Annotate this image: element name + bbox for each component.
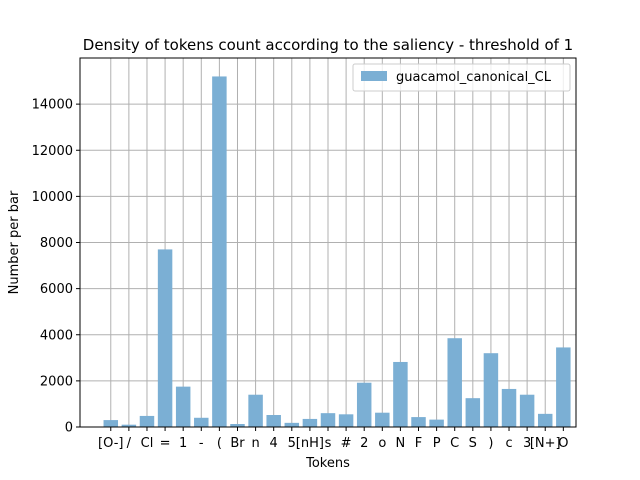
x-tick-label: P [433,436,441,451]
bar [447,338,462,427]
x-axis-ticks: [O-] / Cl = 1-( Br n 4 5 [nH] s #2 o N F P C S) c 3[N+]O [98,427,568,451]
legend-swatch [361,71,387,81]
y-axis-label: Number per bar [7,190,22,294]
y-tick-label: 0 [65,421,73,436]
x-tick-label: S [469,436,477,451]
y-tick-label: 12000 [32,144,73,159]
bar [465,398,481,427]
bar [393,361,408,427]
bar [375,412,390,427]
x-tick-label: Cl [141,436,154,451]
x-tick-label: - [199,436,204,451]
y-tick-label: 4000 [40,328,73,343]
legend-box [352,63,571,92]
y-axis-ticks: 0 2000 4000 6000 8000 10000 12000 14000 [32,98,80,436]
x-tick-label: 5 [288,436,296,451]
x-axis-label: Tokens [305,456,350,471]
y-tick-label: 10000 [32,190,73,205]
x-tick-label: 3 [523,436,531,451]
bar [103,420,119,427]
x-tick-label: ) [488,436,493,451]
bar [212,76,227,427]
grid [80,58,576,428]
x-tick-label: 1 [179,436,187,451]
bar [194,417,209,427]
x-tick-label: F [415,436,422,451]
y-tick-label: 2000 [40,374,73,389]
bar [556,347,571,427]
x-tick-label: = [160,436,171,451]
x-tick-label: C [450,436,459,451]
legend-label: guacamol_canonical_CL [396,70,552,85]
bar [284,422,300,427]
x-tick-label: N [396,436,406,451]
bar [302,418,318,427]
bar [175,386,191,427]
bar [537,413,553,427]
x-tick-label: s [325,436,332,451]
x-tick-label: / [127,436,132,451]
x-tick-label: # [341,436,352,451]
y-tick-label: 6000 [40,282,73,297]
chart-title: Density of tokens count according to the… [83,36,573,54]
x-tick-label: n [251,436,259,451]
bar [356,382,372,427]
bar [429,419,444,427]
bars [103,76,571,427]
bar [230,424,245,427]
x-tick-label: ( [217,436,222,451]
bar [411,417,426,427]
bar [501,388,517,427]
bar [320,413,336,427]
x-tick-label: O [558,436,568,451]
bar [121,424,137,427]
x-tick-label: [O-] [98,436,123,451]
x-tick-label: 2 [360,436,368,451]
bar [338,414,354,427]
x-tick-label: [N+] [530,436,561,451]
bar [157,249,173,427]
bar [248,394,263,427]
bar [266,415,281,427]
x-tick-label: o [378,436,386,451]
x-tick-label: Br [230,436,245,451]
y-tick-label: 8000 [40,236,73,251]
bar [139,415,155,427]
x-tick-label: [nH] [296,436,324,451]
bar [483,353,499,427]
x-tick-label: 4 [270,436,278,451]
bar [519,394,535,427]
legend: guacamol_canonical_CL [352,63,571,92]
x-tick-label: c [505,436,512,451]
y-tick-label: 14000 [32,98,73,113]
